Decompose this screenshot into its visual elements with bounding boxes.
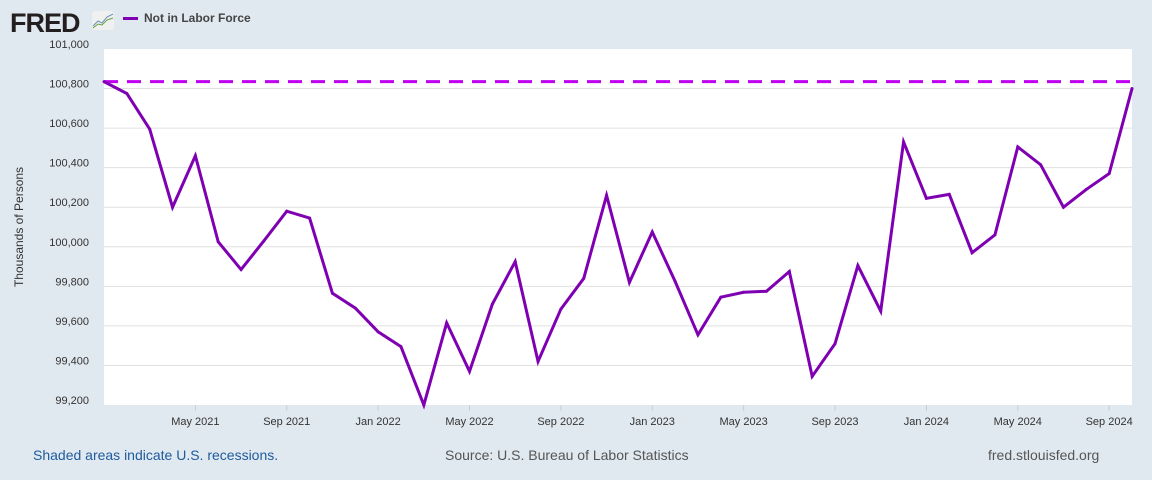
data-point (125, 92, 129, 95)
y-tick-label: 99,200 (55, 395, 89, 407)
data-point (330, 291, 334, 295)
chart: 99,200 99,400 99,600 99,800 100,000 100,200 10… (12, 39, 1134, 428)
data-point (353, 306, 357, 310)
data-point (216, 240, 220, 244)
data-point (993, 233, 997, 237)
data-point (536, 359, 540, 363)
x-tick-label: May 2023 (719, 416, 767, 428)
data-point (1016, 145, 1020, 149)
data-point (696, 333, 700, 337)
data-point (262, 239, 266, 243)
y-tick-label: 99,400 (55, 355, 89, 367)
data-point (559, 307, 563, 311)
y-tick-label: 100,800 (49, 79, 89, 91)
plot-area (104, 49, 1132, 405)
x-tick-label: Sep 2023 (811, 416, 858, 428)
data-point (924, 196, 928, 200)
series-line-not-in-labor-force (103, 80, 1134, 410)
data-point (445, 321, 449, 325)
data-point (239, 268, 243, 272)
x-tick-label: Jan 2024 (904, 416, 949, 428)
data-point (810, 374, 814, 378)
y-tick-label: 100,400 (49, 158, 89, 170)
site-link[interactable]: fred.stlouisfed.org (988, 447, 1100, 463)
source-note: Source: U.S. Bureau of Labor Statistics (445, 447, 689, 463)
data-point (764, 289, 768, 293)
y-axis-label: Thousands of Persons (12, 167, 26, 287)
fred-chart-icon (92, 11, 114, 30)
data-point (1061, 205, 1065, 209)
data-point (148, 127, 152, 131)
x-tick-label: May 2021 (171, 416, 219, 428)
data-point (719, 295, 723, 299)
data-point (102, 80, 106, 84)
fred-logo[interactable]: FRED (10, 8, 80, 38)
data-point (468, 369, 472, 373)
y-tick-label: 101,000 (49, 39, 89, 51)
y-tick-label: 99,800 (55, 276, 89, 288)
y-tick-label: 100,600 (49, 118, 89, 130)
data-point (947, 192, 951, 196)
data-point (970, 251, 974, 255)
data-point (650, 230, 654, 234)
x-tick-label: May 2024 (994, 416, 1042, 428)
legend: Not in Labor Force (123, 11, 251, 25)
data-point (490, 302, 494, 306)
y-tick-label: 99,600 (55, 316, 89, 328)
data-point (742, 290, 746, 294)
data-point (673, 279, 677, 283)
data-point (1130, 87, 1134, 91)
data-point (605, 193, 609, 197)
data-point (879, 309, 883, 313)
data-point (1039, 163, 1043, 167)
x-tick-label: Sep 2022 (537, 416, 584, 428)
x-tick-label: Jan 2022 (356, 416, 401, 428)
data-point (308, 216, 312, 220)
x-tick-label: Sep 2021 (263, 416, 310, 428)
data-point (833, 342, 837, 346)
data-point (856, 264, 860, 268)
data-point (902, 140, 906, 144)
data-point (171, 205, 175, 209)
recession-note: Shaded areas indicate U.S. recessions. (33, 447, 279, 463)
data-point (787, 270, 791, 273)
data-point (513, 260, 517, 264)
data-point (582, 276, 586, 280)
x-tick-label: Jan 2023 (630, 416, 675, 428)
legend-label: Not in Labor Force (144, 11, 251, 25)
x-tick-label: May 2022 (445, 416, 493, 428)
data-point (422, 403, 426, 407)
legend-swatch (123, 16, 138, 20)
data-point (285, 209, 289, 213)
data-point (627, 280, 631, 284)
y-tick-label: 100,200 (49, 197, 89, 209)
data-point (1107, 172, 1111, 176)
data-point (1084, 187, 1088, 191)
y-tick-label: 100,000 (49, 237, 89, 249)
x-tick-label: Sep 2024 (1086, 416, 1133, 428)
data-point (193, 154, 197, 158)
data-point (399, 345, 403, 349)
data-point (376, 330, 380, 334)
